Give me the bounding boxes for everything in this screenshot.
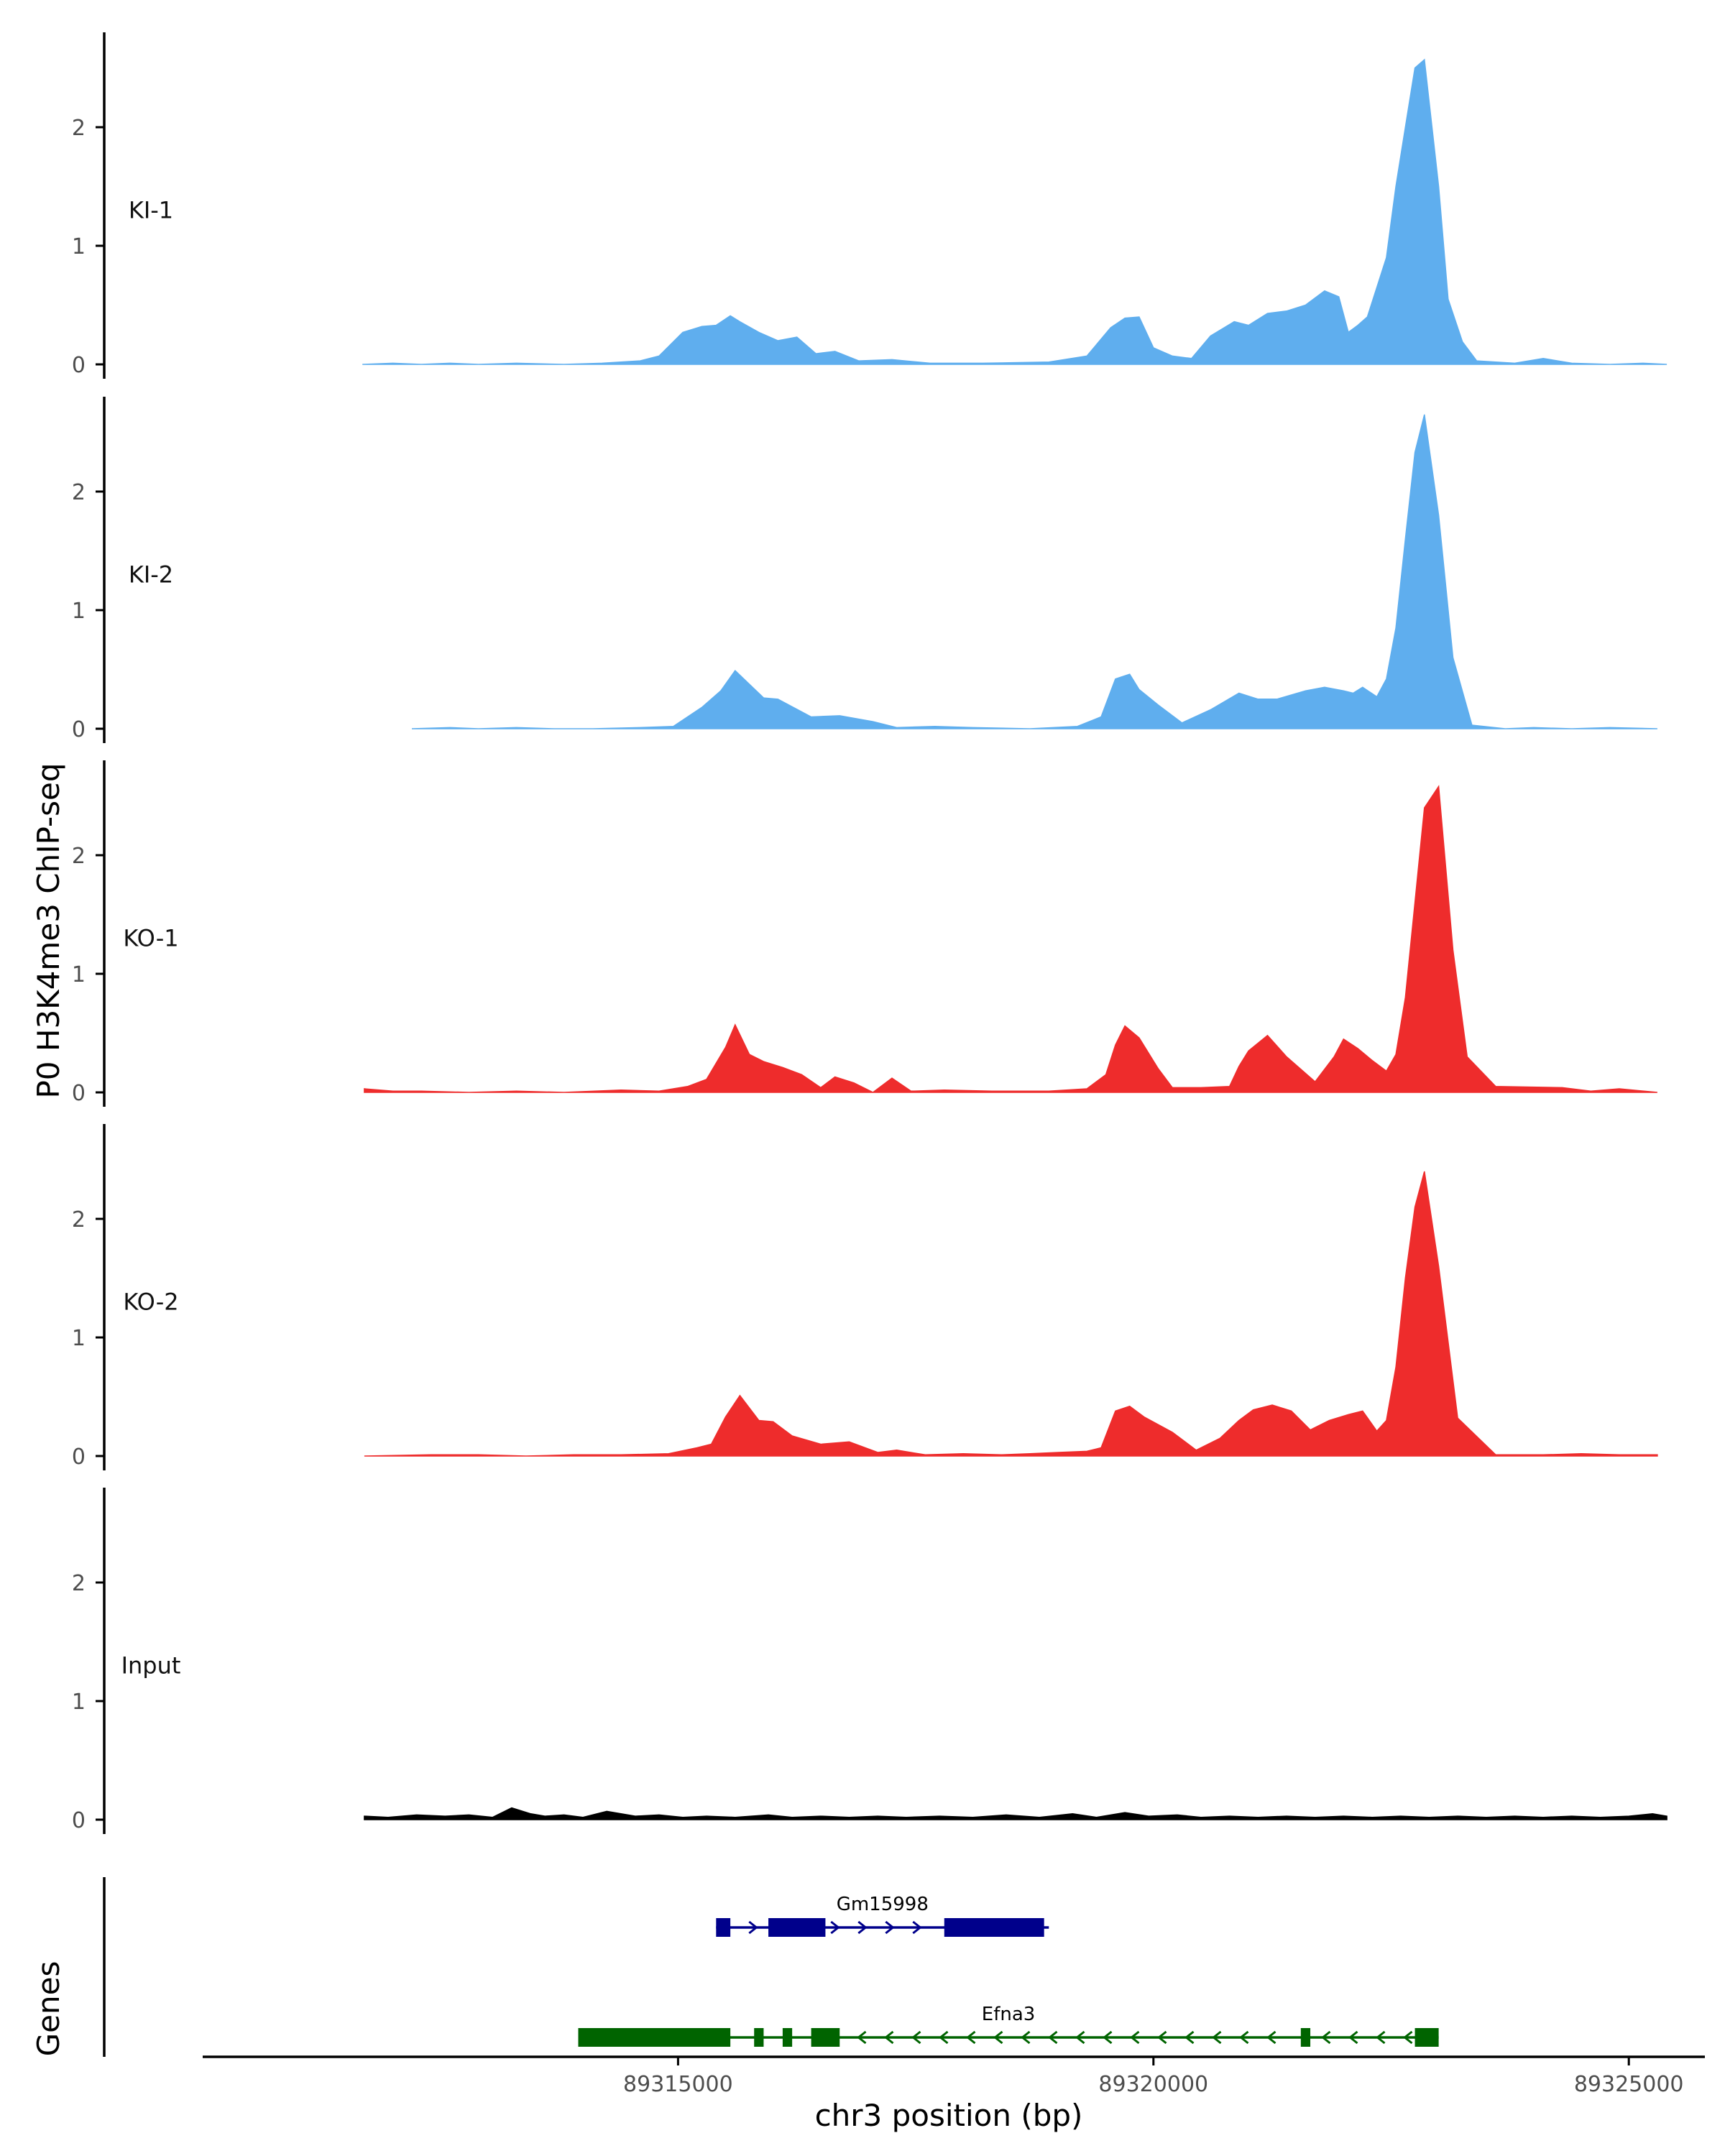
y-tick-label: 2 xyxy=(72,844,86,869)
signal-area-ko-2 xyxy=(364,1171,1658,1457)
y-tick-label: 1 xyxy=(72,1326,86,1351)
gene-name-label: Gm15998 xyxy=(837,1894,929,1915)
track-ki-2: 0 1 2 KI-2 xyxy=(72,397,1657,743)
track-label: KI-2 xyxy=(129,561,173,589)
signal-area-ki-1 xyxy=(362,58,1668,365)
x-tick-label: 89325000 xyxy=(1574,2072,1684,2097)
gene-exon xyxy=(1300,2028,1311,2047)
x-axis-title: chr3 position (bp) xyxy=(815,2098,1083,2133)
track-ki-1: 0 1 2 KI-1 xyxy=(72,32,1668,379)
track-ko-1: 0 1 2 KO-1 xyxy=(72,760,1657,1107)
strand-arrow xyxy=(1021,2030,1031,2045)
y-tick-label: 2 xyxy=(72,1571,86,1596)
y-tick-label: 1 xyxy=(72,1690,86,1715)
signal-area-ko-1 xyxy=(364,785,1657,1093)
track-ko-2: 0 1 2 KO-2 xyxy=(72,1124,1658,1470)
y-tick-label: 0 xyxy=(72,1081,86,1106)
y-tick-label: 0 xyxy=(72,353,86,378)
y-axis-title: P0 H3K4me3 ChIP-seq xyxy=(31,763,66,1098)
strand-arrow xyxy=(884,2030,894,2045)
gene-exon xyxy=(782,2028,793,2047)
y-tick-label: 1 xyxy=(72,234,86,259)
gene-exon xyxy=(754,2028,764,2047)
strand-arrow xyxy=(911,2030,921,2045)
gene-exon xyxy=(768,1918,826,1937)
strand-arrow xyxy=(748,1920,758,1935)
y-tick-label: 0 xyxy=(72,1808,86,1833)
y-tick-label: 0 xyxy=(72,1445,86,1470)
strand-arrow xyxy=(885,1920,895,1935)
strand-arrow xyxy=(1239,2030,1249,2045)
strand-arrow xyxy=(1348,2030,1358,2045)
strand-arrow xyxy=(1212,2030,1222,2045)
strand-arrow xyxy=(1103,2030,1113,2045)
strand-arrow xyxy=(857,2030,867,2045)
y-tick-label: 1 xyxy=(72,962,86,987)
y-tick-label: 2 xyxy=(72,116,86,141)
gene-exon xyxy=(578,2028,731,2047)
strand-arrow xyxy=(993,2030,1003,2045)
gene-efna3: Efna3 xyxy=(578,2004,1439,2047)
strand-arrow xyxy=(1321,2030,1331,2045)
strand-arrow xyxy=(1075,2030,1085,2045)
strand-arrow xyxy=(1403,2030,1413,2045)
y-tick-label: 2 xyxy=(72,480,86,505)
strand-arrow xyxy=(1184,2030,1195,2045)
strand-arrow xyxy=(966,2030,976,2045)
strand-arrow xyxy=(1376,2030,1386,2045)
track-label: Input xyxy=(121,1652,181,1680)
strand-arrow xyxy=(1157,2030,1167,2045)
signal-tracks: 0 1 2 KI-1 0 1 2 KI-2 0 1 2 KO-1 0 1 2 KO-2 0 1 2 Input xyxy=(72,32,1668,1834)
strand-arrow xyxy=(939,2030,949,2045)
strand-arrow xyxy=(1130,2030,1140,2045)
gene-exon xyxy=(1414,2028,1439,2047)
x-tick-label: 89315000 xyxy=(623,2072,733,2097)
gene-exon xyxy=(716,1918,731,1937)
strand-arrow xyxy=(857,1920,868,1935)
strand-arrow xyxy=(1266,2030,1276,2045)
x-tick-label: 89320000 xyxy=(1098,2072,1208,2097)
track-label: KO-1 xyxy=(123,925,178,952)
gene-exon xyxy=(944,1918,1044,1937)
y-tick-label: 1 xyxy=(72,599,86,624)
track-input: 0 1 2 Input xyxy=(72,1488,1668,1834)
gene-exon xyxy=(811,2028,840,2047)
track-label: KI-1 xyxy=(129,197,173,224)
strand-arrow xyxy=(912,1920,922,1935)
strand-arrow xyxy=(830,1920,840,1935)
gene-annotation-panel: 89315000 89320000 89325000 Gm15998 Efna3 xyxy=(103,1877,1705,2097)
y-tick-label: 0 xyxy=(72,717,86,742)
signal-area-ki-2 xyxy=(411,414,1657,729)
strand-arrow xyxy=(1048,2030,1058,2045)
y-tick-label: 2 xyxy=(72,1207,86,1233)
track-label: KO-2 xyxy=(123,1289,178,1316)
gene-gm15998: Gm15998 xyxy=(716,1894,1049,1937)
genes-axis-title: Genes xyxy=(31,1961,66,2057)
signal-area-input xyxy=(364,1807,1668,1820)
gene-name-label: Efna3 xyxy=(982,2004,1036,2025)
